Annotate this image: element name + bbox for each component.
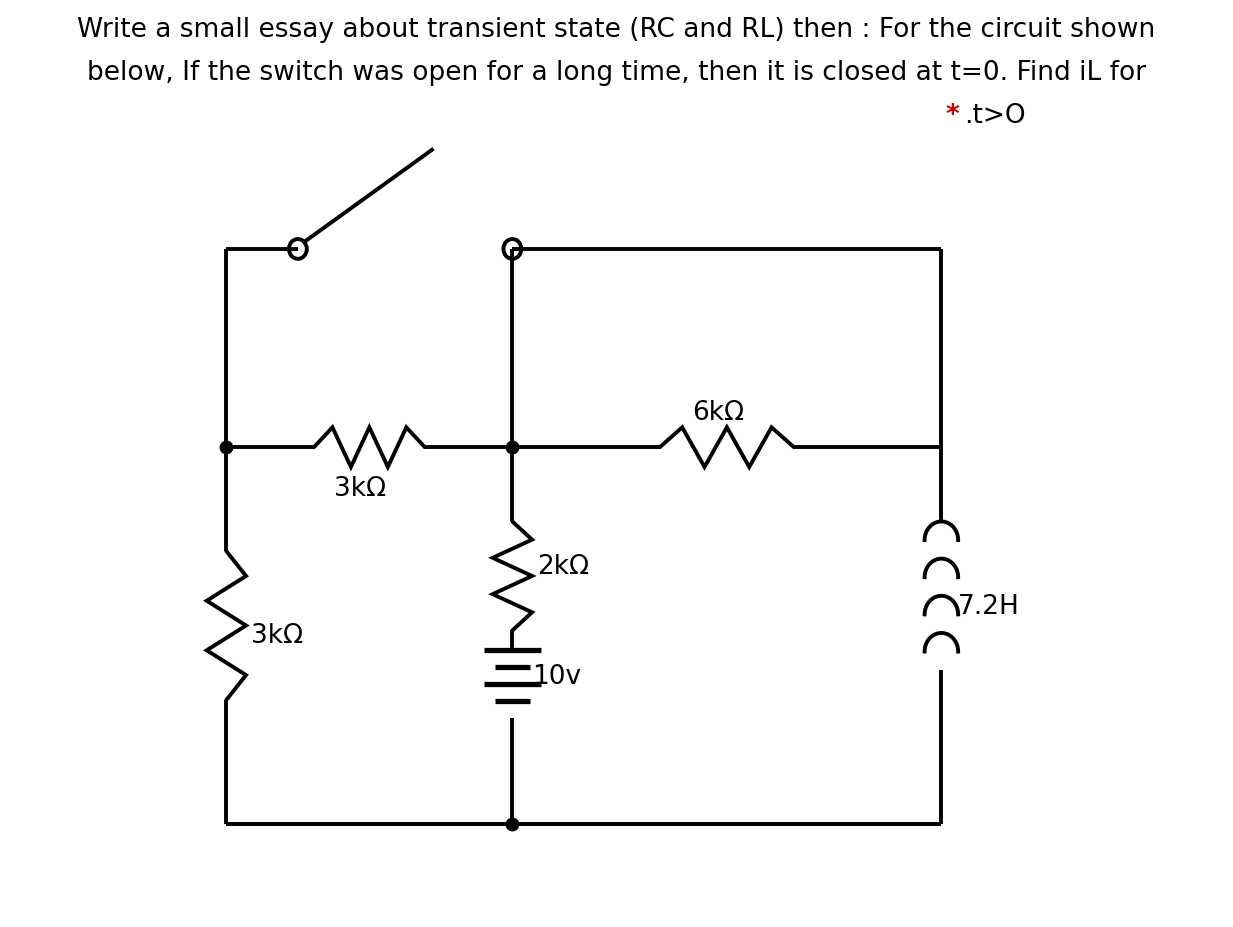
Text: 10v: 10v (533, 663, 581, 689)
Text: 2kΩ: 2kΩ (538, 553, 589, 579)
Text: .t>O: .t>O (964, 103, 1026, 129)
Text: *: * (946, 103, 969, 129)
Text: below, If the switch was open for a long time, then it is closed at t=0. Find iL: below, If the switch was open for a long… (88, 59, 1145, 85)
Text: 3kΩ: 3kΩ (252, 623, 303, 649)
Text: 3kΩ: 3kΩ (334, 476, 386, 502)
Text: 6kΩ: 6kΩ (692, 400, 743, 425)
Text: Write a small essay about transient state (RC and RL) then : For the circuit sho: Write a small essay about transient stat… (78, 17, 1155, 43)
Text: 7.2H: 7.2H (958, 593, 1020, 619)
